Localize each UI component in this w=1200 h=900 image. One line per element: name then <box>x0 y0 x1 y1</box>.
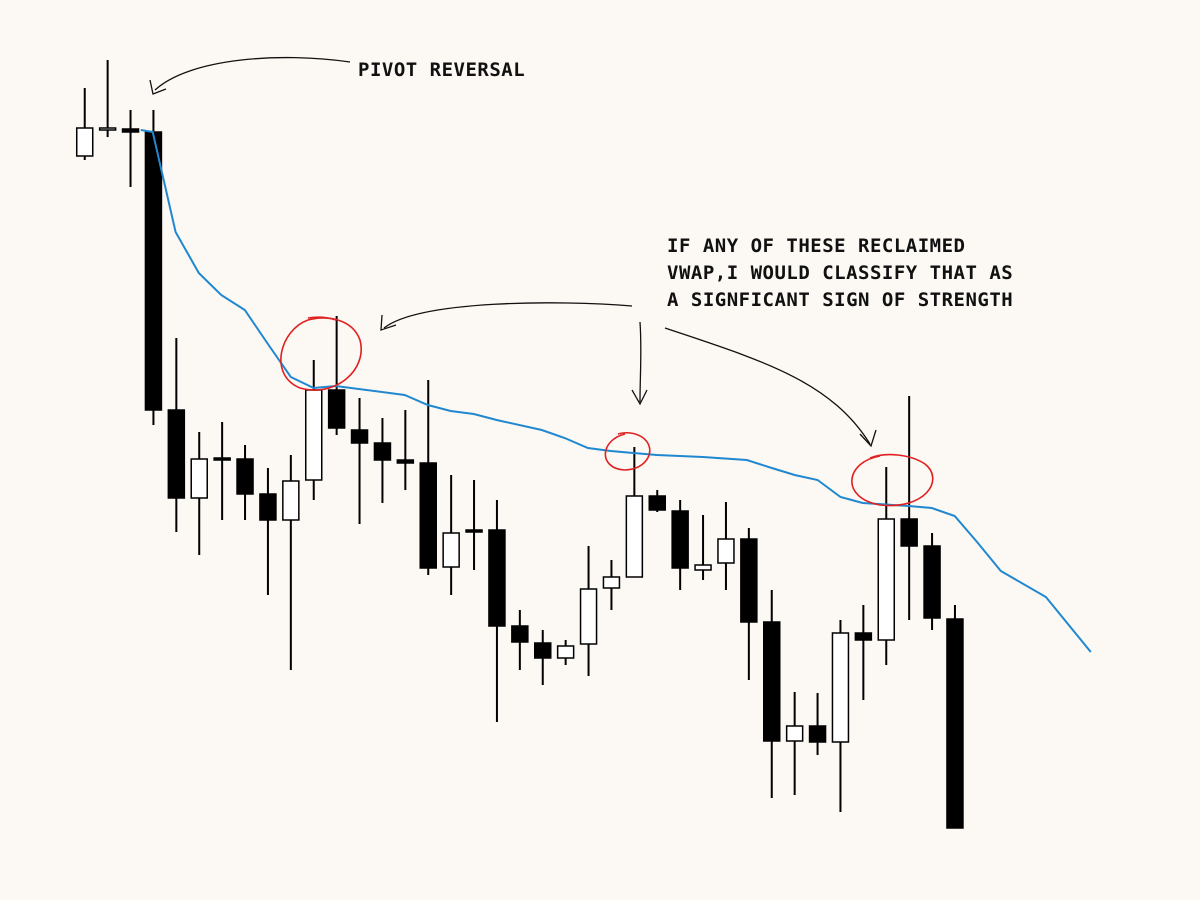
candle-body <box>144 131 163 411</box>
highlight-circle <box>307 316 337 321</box>
candle-body <box>236 458 254 495</box>
arrow <box>154 56 351 91</box>
candle-body <box>419 462 437 569</box>
candle-body <box>488 529 506 627</box>
arrow-head <box>380 314 397 331</box>
candle-body <box>763 621 781 742</box>
candle-body <box>350 429 369 444</box>
candle-body <box>740 538 758 623</box>
annotations: PIVOT REVERSAL IF ANY OF THESE RECLAIMED… <box>358 59 1013 311</box>
arrow-head <box>859 429 877 448</box>
candle-body <box>717 538 735 564</box>
candle-body <box>602 576 621 589</box>
highlight-circle <box>604 431 651 471</box>
candle-body <box>259 493 277 521</box>
arrow-head <box>631 389 648 406</box>
annotation: VWAP,I WOULD CLASSIFY THAT AS <box>667 262 1013 284</box>
candle-body <box>396 459 415 464</box>
annotation: IF ANY OF THESE RECLAIMED <box>667 235 965 257</box>
candle-body <box>121 128 140 133</box>
highlight-circle <box>280 317 362 391</box>
candle-body <box>213 457 231 461</box>
candle-body <box>190 458 208 499</box>
candle-body <box>671 510 689 569</box>
annotation: PIVOT REVERSAL <box>358 59 525 81</box>
candle-body <box>808 725 827 743</box>
arrow-head <box>149 79 167 95</box>
candle-body <box>579 588 598 645</box>
vwap-line <box>140 129 1092 653</box>
plot <box>75 60 1092 829</box>
candle-body <box>533 642 552 659</box>
arrow <box>383 302 633 329</box>
candle-body <box>900 518 918 547</box>
candle-body <box>442 532 460 568</box>
candle-body <box>648 495 667 511</box>
candle-body <box>877 518 896 641</box>
candle-body <box>785 725 804 742</box>
candle-body <box>946 618 964 829</box>
candle-body <box>304 389 323 481</box>
candle-body <box>98 127 117 131</box>
candle-body <box>282 480 300 521</box>
candle-body <box>373 442 392 461</box>
candle-body <box>854 632 873 641</box>
highlight-circle <box>851 453 934 507</box>
candle-body <box>625 495 644 578</box>
candle-body <box>556 645 575 659</box>
arrow <box>639 321 642 403</box>
candle-body <box>511 625 529 643</box>
candle-body <box>327 389 346 429</box>
candle-body <box>167 409 186 499</box>
candle-body <box>923 545 941 619</box>
annotation: A SIGNFICANT SIGN OF STRENGTH <box>667 289 1013 311</box>
candle-body <box>831 632 850 743</box>
candle-body <box>75 127 94 157</box>
candle-body <box>694 564 712 571</box>
arrow <box>664 327 871 445</box>
candle-body <box>465 529 483 533</box>
